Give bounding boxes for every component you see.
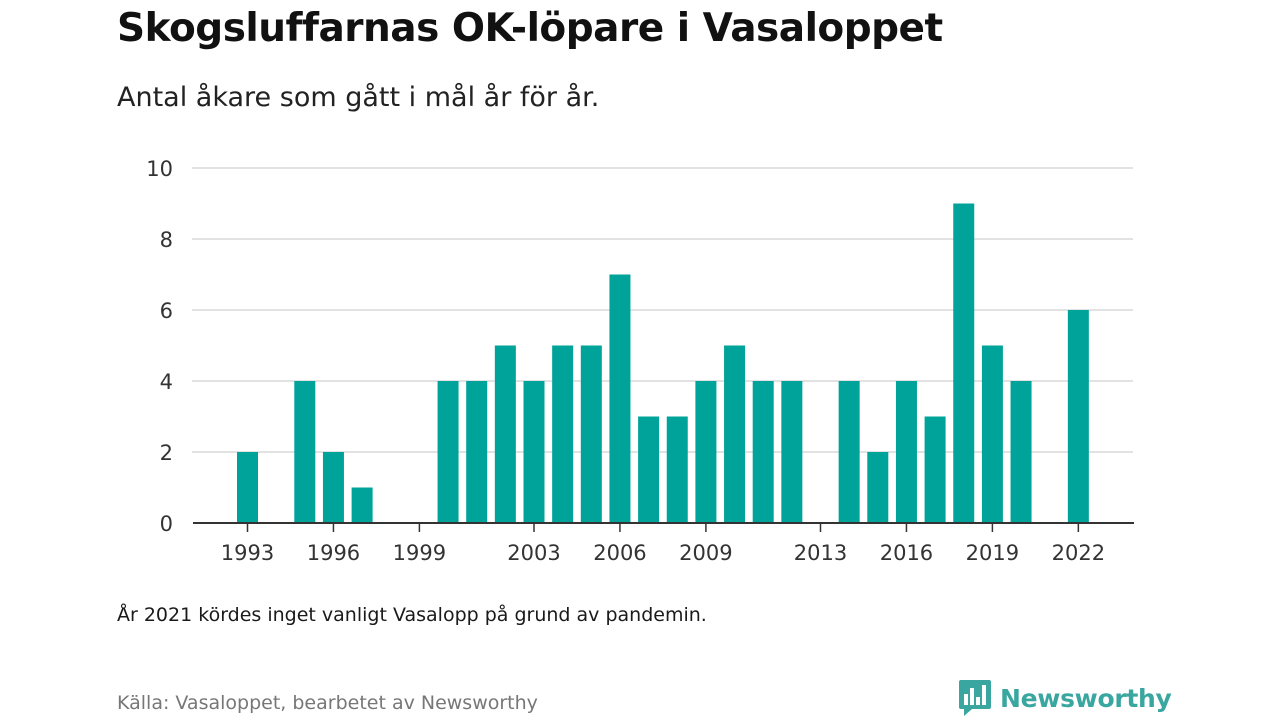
x-tick-label: 2003 — [507, 541, 560, 565]
bar-2012 — [781, 381, 803, 523]
bar-2015 — [867, 452, 889, 523]
bar-2022 — [1067, 310, 1089, 523]
bar-1993 — [237, 452, 258, 523]
y-tick-label: 2 — [160, 441, 173, 465]
bar-2001 — [466, 381, 488, 523]
x-tick-label: 2006 — [593, 541, 646, 565]
x-tick-label: 2022 — [1052, 541, 1105, 565]
bar-2006 — [609, 274, 631, 523]
bar-2017 — [924, 416, 946, 523]
bar-2014 — [838, 381, 860, 523]
bar-2003 — [523, 381, 545, 523]
bar-1996 — [322, 452, 344, 523]
x-tick-label: 2013 — [794, 541, 847, 565]
y-tick-label: 0 — [160, 512, 173, 536]
x-tick-label: 1996 — [307, 541, 360, 565]
bar-2020 — [1010, 381, 1032, 523]
chart-title: Skogsluffarnas OK-löpare i Vasaloppet — [117, 6, 943, 51]
y-tick-label: 4 — [160, 370, 173, 394]
bar-1997 — [351, 487, 373, 523]
bar-2008 — [666, 416, 688, 523]
bar-2002 — [494, 345, 516, 523]
x-tick-label: 1999 — [393, 541, 446, 565]
bar-2019 — [981, 345, 1003, 523]
bar-2007 — [638, 416, 660, 523]
logo-text: Newsworthy — [1000, 683, 1172, 713]
axes: 0 2 4 6 8 10 1993 1996 1999 2003 2006 2009 2013 2016 2… — [146, 157, 1134, 565]
bar-1995 — [294, 381, 316, 523]
footnote: År 2021 kördes inget vanligt Vasalopp på… — [117, 604, 707, 626]
bar-2009 — [695, 381, 717, 523]
chart-subtitle: Antal åkare som gått i mål år för år. — [117, 82, 600, 113]
bar-chart: 0 2 4 6 8 10 1993 1996 1999 2003 2006 2009 2013 2016 2… — [146, 157, 1134, 565]
bar-2016 — [895, 381, 917, 523]
bar-2010 — [724, 345, 746, 523]
bar-2004 — [552, 345, 574, 523]
y-tick-label: 10 — [146, 157, 173, 181]
bar-2011 — [752, 381, 774, 523]
newsworthy-logo: Newsworthy — [958, 680, 1172, 716]
bar-2005 — [580, 345, 602, 523]
y-tick-label: 6 — [160, 299, 173, 323]
x-tick-label: 2009 — [679, 541, 732, 565]
x-tick-label: 2019 — [966, 541, 1019, 565]
x-tick-label: 1993 — [221, 541, 274, 565]
bar-2018 — [953, 203, 975, 523]
bars — [237, 203, 1089, 523]
gridlines — [192, 167, 1133, 453]
y-tick-label: 8 — [160, 228, 173, 252]
x-tick-label: 2016 — [880, 541, 933, 565]
bar-chart-speech-bubble-icon — [959, 680, 991, 716]
source-text: Källa: Vasaloppet, bearbetet av Newswort… — [117, 692, 538, 714]
bar-2000 — [437, 381, 459, 523]
